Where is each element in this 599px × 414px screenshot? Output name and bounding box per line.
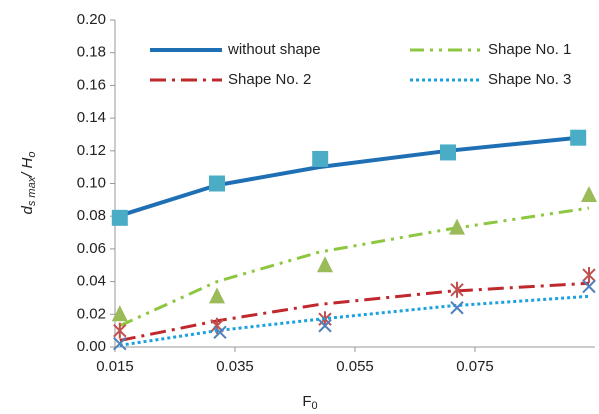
y-tick-label: 0.08 [77, 207, 106, 224]
y-tick-label: 0.16 [77, 76, 106, 93]
y-tick-label: 0.10 [77, 174, 106, 191]
x-tick-label: 0.075 [456, 358, 494, 375]
marker [312, 150, 329, 167]
x-axis-label: F0 [302, 393, 317, 412]
x-tick-label: 0.015 [96, 358, 134, 375]
y-tick-label: 0.02 [77, 305, 106, 322]
fit-curve [119, 281, 590, 342]
y-tick-label: 0.18 [77, 44, 106, 61]
marker [111, 305, 128, 322]
y-axis-label: ds max/ Ho [19, 152, 38, 215]
y-tick-label: 0.14 [77, 109, 106, 126]
fit-curve [119, 294, 590, 347]
marker [213, 325, 227, 339]
marker [209, 287, 225, 304]
marker [581, 185, 597, 202]
legend-label: Shape No. 1 [488, 41, 571, 58]
marker [111, 209, 128, 226]
y-tick-label: 0.00 [77, 338, 106, 355]
marker [317, 256, 333, 273]
marker [570, 129, 587, 146]
marker [440, 144, 456, 161]
y-tick-label: 0.04 [77, 273, 106, 290]
x-tick-label: 0.055 [336, 358, 374, 375]
y-tick-label: 0.06 [77, 240, 106, 257]
y-tick-label: 0.20 [77, 11, 106, 28]
fit-curve [117, 135, 579, 219]
legend-label: Shape No. 3 [488, 71, 571, 88]
y-tick-label: 0.12 [77, 142, 106, 159]
marker [582, 279, 596, 294]
marker [209, 175, 225, 192]
legend-label: Shape No. 2 [228, 71, 311, 88]
marker [450, 301, 464, 315]
x-tick-label: 0.035 [216, 358, 254, 375]
marker [450, 281, 464, 298]
fit-curve [119, 206, 590, 328]
legend-label: without shape [227, 41, 321, 58]
marker [113, 322, 127, 339]
marker [582, 267, 596, 284]
marker [113, 337, 127, 351]
marker [318, 319, 332, 333]
marker [449, 218, 465, 235]
